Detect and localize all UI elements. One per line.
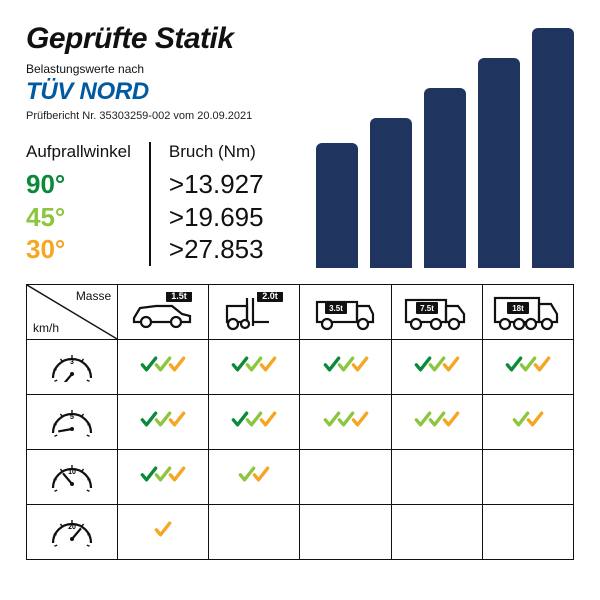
result-cell — [391, 339, 482, 394]
result-cell — [209, 504, 300, 559]
svg-text:2.0t: 2.0t — [263, 292, 279, 301]
result-cell — [118, 394, 209, 449]
bar — [316, 143, 358, 268]
speedometer-icon: 5 — [27, 394, 118, 449]
svg-text:18t: 18t — [512, 304, 524, 313]
angle-value: 90° — [26, 168, 131, 201]
result-cell — [209, 339, 300, 394]
angle-break-table: Aufprallwinkel 90°45°30° Bruch (Nm) >13.… — [26, 142, 306, 266]
result-cell — [118, 504, 209, 559]
result-cell — [391, 449, 482, 504]
svg-text:5: 5 — [70, 414, 74, 421]
svg-text:3.5t: 3.5t — [329, 304, 343, 313]
result-cell — [391, 394, 482, 449]
result-cell — [391, 504, 482, 559]
result-cell — [300, 504, 391, 559]
vehicle-forklift-icon: 2.0t — [209, 284, 300, 339]
table-corner: Masse km/h — [27, 284, 118, 339]
angle-value: 30° — [26, 233, 131, 266]
result-cell — [300, 394, 391, 449]
results-table: Masse km/h 1.5t 2.0t 3.5t 7.5t — [26, 284, 574, 560]
result-cell — [209, 394, 300, 449]
vehicle-truck-icon: 7.5t — [391, 284, 482, 339]
vehicle-lorry-icon: 18t — [482, 284, 573, 339]
svg-text:7.5t: 7.5t — [420, 304, 434, 313]
vehicle-van-icon: 3.5t — [300, 284, 391, 339]
result-cell — [300, 339, 391, 394]
result-cell — [300, 449, 391, 504]
result-cell — [482, 339, 573, 394]
bar — [532, 28, 574, 268]
bar-chart — [316, 28, 574, 268]
svg-text:20: 20 — [68, 524, 76, 531]
break-value: >27.853 — [169, 233, 264, 266]
result-cell — [482, 504, 573, 559]
corner-top-label: Masse — [76, 289, 111, 303]
svg-text:3: 3 — [70, 359, 74, 366]
speedometer-icon: 20 — [27, 504, 118, 559]
brand-name: TÜV NORD — [26, 78, 306, 106]
result-cell — [118, 449, 209, 504]
report-number: Prüfbericht Nr. 35303259-002 vom 20.09.2… — [26, 110, 306, 122]
corner-bottom-label: km/h — [33, 321, 59, 335]
page-title: Geprüfte Statik — [26, 22, 306, 56]
svg-text:1.5t: 1.5t — [171, 292, 187, 301]
result-cell — [482, 394, 573, 449]
result-cell — [118, 339, 209, 394]
break-value: >19.695 — [169, 201, 264, 234]
subtitle: Belastungswerte nach — [26, 62, 306, 76]
angle-value: 45° — [26, 201, 131, 234]
break-header: Bruch (Nm) — [169, 142, 264, 162]
bar — [478, 58, 520, 268]
svg-text:10: 10 — [68, 469, 76, 476]
angle-header: Aufprallwinkel — [26, 142, 131, 162]
result-cell — [482, 449, 573, 504]
break-value: >13.927 — [169, 168, 264, 201]
bar — [370, 118, 412, 268]
bar — [424, 88, 466, 268]
speedometer-icon: 3 — [27, 339, 118, 394]
vehicle-car-icon: 1.5t — [118, 284, 209, 339]
result-cell — [209, 449, 300, 504]
speedometer-icon: 10 — [27, 449, 118, 504]
